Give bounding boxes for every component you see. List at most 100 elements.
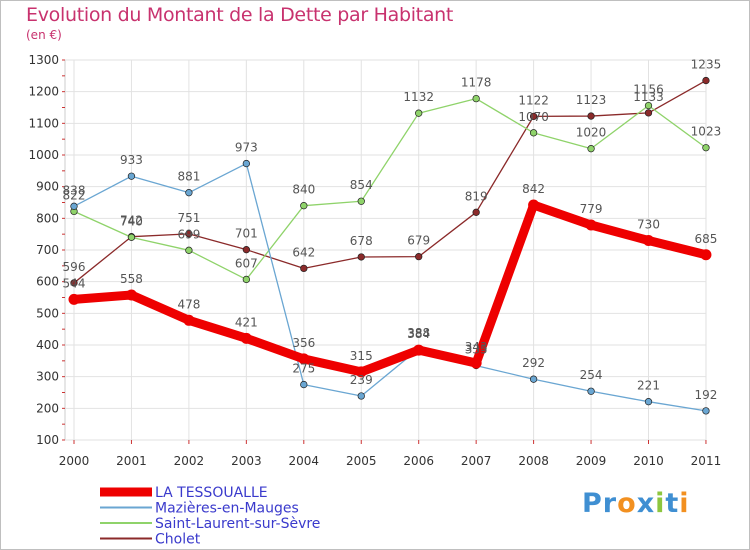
data-label: 840 — [292, 183, 315, 197]
logo-letter: i — [679, 488, 690, 519]
data-label: 275 — [292, 362, 315, 376]
y-tick-label: 1300 — [28, 53, 59, 67]
data-point — [415, 252, 423, 261]
data-point — [587, 145, 595, 153]
data-point — [702, 144, 710, 152]
chart-subtitle: (en €) — [26, 28, 62, 42]
data-label: 315 — [350, 349, 373, 363]
data-label: 678 — [350, 234, 373, 248]
data-label: 838 — [63, 183, 86, 197]
proxiti-logo: Proxiti — [582, 488, 690, 519]
data-label: 1156 — [633, 83, 664, 97]
data-point — [529, 129, 538, 137]
data-label: 679 — [407, 234, 430, 248]
data-label: 558 — [120, 272, 143, 286]
data-point — [127, 233, 136, 241]
data-label: 730 — [637, 218, 660, 232]
y-tick-label: 600 — [36, 275, 59, 289]
data-point — [587, 387, 595, 395]
data-label: 221 — [637, 379, 660, 393]
data-point — [240, 332, 252, 344]
data-label: 740 — [120, 214, 143, 228]
logo-letter: P — [582, 488, 603, 519]
y-tick-label: 800 — [36, 211, 59, 225]
data-point — [125, 289, 137, 301]
data-label: 596 — [63, 260, 86, 274]
data-point — [702, 76, 710, 85]
chart-title: Evolution du Montant de la Dette par Hab… — [26, 4, 454, 26]
data-label: 292 — [522, 356, 545, 370]
data-label: 699 — [177, 227, 200, 241]
data-point — [585, 219, 597, 231]
data-label: 356 — [292, 336, 315, 350]
data-label: 1023 — [691, 125, 722, 139]
data-point — [700, 249, 712, 261]
data-point — [70, 279, 78, 287]
data-point — [127, 172, 136, 180]
data-label: 1070 — [518, 110, 549, 124]
data-point — [472, 208, 480, 216]
logo-letter: i — [655, 488, 666, 519]
data-point — [185, 189, 193, 197]
data-label: 842 — [522, 182, 545, 196]
x-tick-label: 2001 — [116, 454, 147, 468]
data-point — [357, 197, 365, 205]
data-label: 881 — [177, 170, 200, 184]
data-point — [587, 112, 595, 120]
data-point — [300, 202, 308, 210]
x-tick-label: 2003 — [231, 454, 262, 468]
data-point — [242, 275, 251, 284]
data-label: 192 — [694, 388, 717, 402]
x-tick-label: 2004 — [289, 454, 320, 468]
data-point — [68, 293, 80, 305]
legend-label: LA TESSOUALLE — [155, 485, 268, 501]
data-label: 751 — [177, 211, 200, 225]
logo-letter: x — [636, 488, 656, 519]
data-point — [357, 392, 365, 400]
data-label: 1235 — [691, 58, 722, 72]
data-point — [413, 344, 425, 356]
data-point — [644, 109, 653, 117]
y-tick-label: 1200 — [28, 85, 59, 99]
data-point — [470, 357, 482, 369]
y-tick-label: 300 — [36, 370, 59, 384]
data-label: 819 — [465, 189, 488, 203]
data-label: 701 — [235, 227, 258, 241]
data-label: 779 — [580, 202, 603, 216]
logo-letter: t — [665, 488, 680, 519]
y-tick-label: 1100 — [28, 116, 59, 130]
data-label: 335 — [465, 343, 488, 357]
series-line-2 — [73, 97, 707, 281]
x-tick-label: 2002 — [174, 454, 205, 468]
data-point — [183, 314, 195, 326]
data-point — [644, 398, 653, 406]
data-label: 642 — [292, 245, 315, 259]
data-label: 607 — [235, 256, 258, 270]
data-point — [702, 407, 710, 415]
data-point — [472, 94, 480, 103]
data-point — [355, 366, 367, 378]
x-tick-label: 2009 — [576, 454, 607, 468]
data-point — [357, 253, 365, 261]
data-point — [70, 202, 78, 210]
data-label: 478 — [177, 297, 200, 311]
data-point — [242, 159, 251, 168]
x-tick-label: 2010 — [633, 454, 664, 468]
x-tick-label: 2005 — [346, 454, 377, 468]
data-label: 421 — [235, 315, 258, 329]
y-tick-label: 700 — [36, 243, 59, 257]
logo-letter: o — [617, 488, 637, 519]
y-tick-label: 400 — [36, 338, 59, 352]
x-tick-label: 2000 — [59, 454, 90, 468]
data-point — [185, 246, 193, 254]
legend-label: Mazières-en-Mauges — [155, 501, 299, 517]
x-tick-label: 2008 — [518, 454, 549, 468]
data-label: 1123 — [576, 93, 607, 107]
data-point — [242, 246, 251, 254]
x-tick-label: 2007 — [461, 454, 492, 468]
data-label: 254 — [580, 368, 603, 382]
data-label: 1122 — [518, 93, 549, 107]
data-label: 388 — [407, 326, 430, 340]
series-line-1 — [73, 162, 707, 412]
